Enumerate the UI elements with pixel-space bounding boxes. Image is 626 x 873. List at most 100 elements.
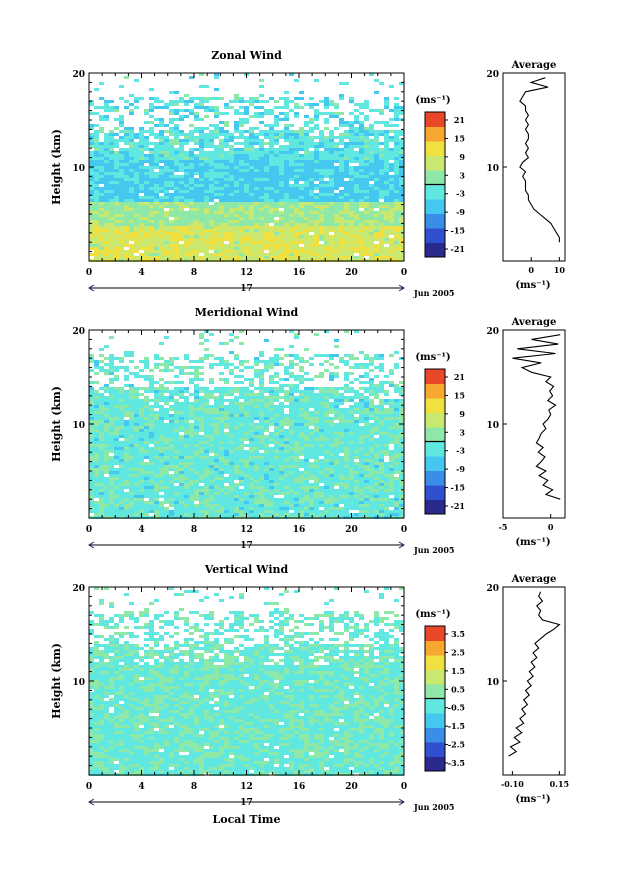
colorbar-segment bbox=[425, 228, 445, 243]
colorbar-segment bbox=[425, 369, 445, 384]
profile-unit: (ms⁻¹) bbox=[515, 794, 550, 805]
panel-1: Zonal Wind 0 4 8 12 16 20 0 20 10 Height (km) 17 Jun… bbox=[50, 49, 566, 298]
panel-title: Vertical Wind bbox=[204, 563, 289, 576]
profile-unit: (ms⁻¹) bbox=[515, 280, 550, 291]
profile-line bbox=[512, 334, 561, 500]
colorbar-segment bbox=[425, 669, 445, 685]
average-profile: Average 0 10 20 10 (ms⁻¹) bbox=[486, 60, 566, 291]
colorbar-segment bbox=[425, 698, 445, 714]
x-tick-label: 4 bbox=[138, 525, 144, 535]
y-tick-label: 20 bbox=[72, 70, 85, 80]
profile-line bbox=[508, 591, 561, 757]
colorbar-tick-label: 9 bbox=[459, 152, 465, 162]
y-axis-label: Height (km) bbox=[50, 129, 63, 205]
heatmap-cells bbox=[89, 587, 404, 776]
colorbar-tick-label: -9 bbox=[456, 464, 465, 474]
y-tick-label: 10 bbox=[72, 678, 85, 688]
colorbar-segment bbox=[425, 170, 445, 185]
colorbar-tick-label: -2.5 bbox=[448, 740, 465, 750]
x-tick-label: 16 bbox=[293, 782, 306, 792]
date-label: 17 bbox=[240, 284, 253, 294]
colorbar-tick-label: 15 bbox=[454, 133, 465, 143]
panel-2: Meridional Wind 0 4 8 12 16 20 0 20 10 Height (km)… bbox=[50, 306, 566, 555]
x-tick-label: 4 bbox=[138, 268, 144, 278]
colorbar-segment bbox=[425, 427, 445, 442]
panel-3: Vertical Wind 0 4 8 12 16 20 0 20 10 Height (km) 17… bbox=[50, 563, 569, 826]
colorbar-segment bbox=[425, 184, 445, 200]
colorbar-segment bbox=[425, 470, 445, 486]
colorbar-tick-label: -3.5 bbox=[448, 758, 465, 768]
profile-y-tick-label: 20 bbox=[486, 70, 499, 80]
date-label: 17 bbox=[240, 798, 253, 808]
colorbar-unit: (ms⁻¹) bbox=[415, 352, 450, 363]
colorbar-tick-label: 9 bbox=[459, 409, 465, 419]
x-tick-label: 12 bbox=[240, 782, 253, 792]
month-label: Jun 2005 bbox=[413, 802, 454, 812]
colorbar-segment bbox=[425, 727, 445, 743]
colorbar-tick-label: -15 bbox=[451, 483, 465, 493]
profile-unit: (ms⁻¹) bbox=[515, 537, 550, 548]
profile-x-tick-label: 10 bbox=[554, 265, 566, 275]
x-tick-label: 12 bbox=[240, 268, 253, 278]
date-arrow-left bbox=[88, 798, 95, 806]
colorbar-tick-label: 1.5 bbox=[451, 666, 465, 676]
colorbar-tick-label: -9 bbox=[456, 207, 465, 217]
panel-title: Meridional Wind bbox=[195, 306, 299, 319]
colorbar-tick-label: 2.5 bbox=[451, 647, 465, 657]
x-axis-label: Local Time bbox=[213, 813, 281, 826]
colorbar-segment bbox=[425, 398, 445, 413]
date-arrow-right bbox=[398, 798, 405, 806]
colorbar-tick-label: -15 bbox=[451, 226, 465, 236]
x-tick-label: 20 bbox=[345, 268, 358, 278]
colorbar-unit: (ms⁻¹) bbox=[415, 609, 450, 620]
x-tick-label: 0 bbox=[86, 268, 92, 278]
x-tick-label: 20 bbox=[345, 525, 358, 535]
colorbar-tick-label: 3 bbox=[459, 427, 465, 437]
profile-x-tick-label: -0.10 bbox=[501, 779, 524, 789]
month-label: Jun 2005 bbox=[413, 288, 454, 298]
y-tick-label: 20 bbox=[72, 327, 85, 337]
profile-y-tick-label: 10 bbox=[486, 164, 499, 174]
month-label: Jun 2005 bbox=[413, 545, 454, 555]
colorbar: (ms⁻¹) 21 15 9 3 -3 -9 -15 -21 bbox=[415, 95, 465, 258]
colorbar-segment bbox=[425, 742, 445, 757]
colorbar-segment bbox=[425, 499, 445, 515]
colorbar-tick-label: -3 bbox=[456, 189, 465, 199]
profile-x-tick-label: 0 bbox=[528, 265, 534, 275]
x-tick-label: 0 bbox=[401, 525, 407, 535]
colorbar-segment bbox=[425, 485, 445, 500]
colorbar-tick-label: -0.5 bbox=[448, 703, 465, 713]
colorbar-segment bbox=[425, 112, 445, 127]
y-tick-label: 10 bbox=[72, 421, 85, 431]
colorbar-segment bbox=[425, 626, 445, 641]
colorbar-segment bbox=[425, 655, 445, 670]
profile-y-tick-label: 20 bbox=[486, 327, 499, 337]
colorbar-segment bbox=[425, 383, 445, 399]
colorbar-segment bbox=[425, 126, 445, 142]
panel-title: Zonal Wind bbox=[211, 49, 282, 62]
colorbar-tick-label: 21 bbox=[454, 372, 465, 382]
colorbar-segment bbox=[425, 713, 445, 728]
profile-frame bbox=[502, 586, 566, 776]
colorbar-tick-label: -21 bbox=[451, 501, 465, 511]
colorbar-tick-label: -21 bbox=[451, 244, 465, 254]
colorbar-segment bbox=[425, 155, 445, 171]
profile-y-tick-label: 10 bbox=[486, 678, 499, 688]
colorbar-segment bbox=[425, 441, 445, 457]
colorbar-segment bbox=[425, 756, 445, 772]
profile-title: Average bbox=[511, 574, 557, 585]
heatmap-cells bbox=[89, 73, 404, 262]
y-axis-label: Height (km) bbox=[50, 643, 63, 719]
date-arrow-right bbox=[398, 284, 405, 292]
colorbar-tick-label: 3.5 bbox=[451, 629, 465, 639]
average-profile: Average -5 0 20 10 (ms⁻¹) bbox=[486, 317, 566, 548]
x-tick-label: 8 bbox=[191, 525, 197, 535]
colorbar-segment bbox=[425, 412, 445, 428]
profile-y-tick-label: 20 bbox=[486, 584, 499, 594]
colorbar-tick-label: 15 bbox=[454, 390, 465, 400]
profile-x-tick-label: -5 bbox=[499, 522, 508, 532]
heatmap-cells bbox=[89, 330, 404, 519]
average-profile: Average -0.10 0.15 20 10 (ms⁻¹) bbox=[486, 574, 569, 805]
x-tick-label: 8 bbox=[191, 268, 197, 278]
